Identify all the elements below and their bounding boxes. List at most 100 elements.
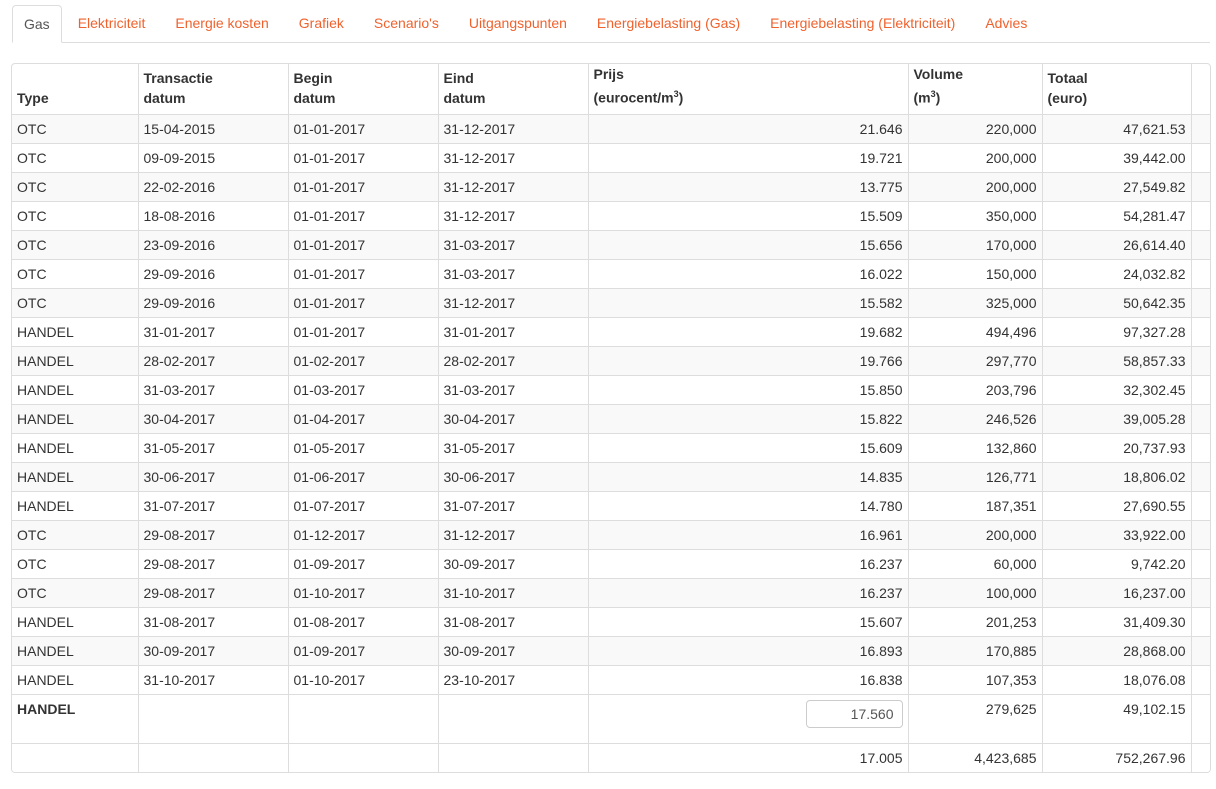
cell: 31-07-2017 [138, 490, 289, 521]
cell: 107,353 [908, 664, 1043, 695]
cell: 31-08-2017 [438, 606, 589, 637]
spacer-cell [1191, 142, 1210, 173]
cell: 14.835 [588, 461, 909, 492]
handel-summary-row: HANDEL 17.560 279,625 49,102.15 [12, 693, 1210, 744]
cell: HANDEL [12, 664, 139, 695]
column-header: Transactie datum [138, 64, 289, 115]
cell: 29-08-2017 [138, 577, 289, 608]
cell: 31,409.30 [1042, 606, 1192, 637]
tab-energiebelasting-elektriciteit-[interactable]: Energiebelasting (Elektriciteit) [770, 15, 956, 31]
column-header: Prijs (eurocent/m3) [588, 64, 909, 115]
cell: 297,770 [908, 345, 1043, 376]
table-row: OTC 29-09-2016 01-01-2017 31-12-2017 15.582 3… [12, 287, 1210, 318]
cell: 279,625 [908, 693, 1043, 744]
tab-energie-kosten[interactable]: Energie kosten [175, 15, 269, 31]
spacer-cell [1191, 316, 1210, 347]
table-row: OTC 29-08-2017 01-12-2017 31-12-2017 16.961 2… [12, 519, 1210, 550]
column-header: Volume (m3) [908, 64, 1043, 115]
cell: 01-08-2017 [288, 606, 439, 637]
tab-gas[interactable]: Gas [12, 5, 62, 43]
cell: 32,302.45 [1042, 374, 1192, 405]
cell: HANDEL [12, 693, 139, 744]
cell: 19.721 [588, 142, 909, 173]
cell: OTC [12, 142, 139, 173]
cell: 27,549.82 [1042, 171, 1192, 202]
cell: 01-12-2017 [288, 519, 439, 550]
cell: OTC [12, 113, 139, 144]
cell: 20,737.93 [1042, 432, 1192, 463]
table-row: OTC 09-09-2015 01-01-2017 31-12-2017 19.721 2… [12, 142, 1210, 173]
column-header: Totaal (euro) [1042, 64, 1192, 115]
spacer-cell [1191, 287, 1210, 318]
spacer-cell [1191, 519, 1210, 550]
spacer-cell [1191, 490, 1210, 521]
header-line2: (m [913, 89, 931, 106]
table-row: OTC 22-02-2016 01-01-2017 31-12-2017 13.775 2… [12, 171, 1210, 202]
tab-elektriciteit[interactable]: Elektriciteit [77, 15, 146, 31]
header-line2: Type [17, 89, 49, 106]
cell: 19.766 [588, 345, 909, 376]
header-line2: (euro) [1047, 89, 1088, 106]
column-header: Eind datum [438, 64, 589, 115]
cell: 9,742.20 [1042, 548, 1192, 579]
handel-price-input[interactable]: 17.560 [805, 699, 903, 728]
cell: 15.850 [588, 374, 909, 405]
cell: 01-01-2017 [288, 229, 439, 260]
cell: 170,000 [908, 229, 1043, 260]
cell: 29-08-2017 [138, 548, 289, 579]
spacer-cell [1191, 635, 1210, 666]
spacer-cell [1191, 113, 1210, 144]
spacer-cell [1191, 171, 1210, 202]
tab-uitgangspunten[interactable]: Uitgangspunten [468, 15, 567, 31]
cell: 31-12-2017 [438, 171, 589, 202]
header-line1: Prijs [593, 66, 624, 82]
table-row: OTC 15-04-2015 01-01-2017 31-12-2017 21.646 2… [12, 113, 1210, 144]
cell: 29-08-2017 [138, 519, 289, 550]
header-line1: Eind [443, 69, 474, 86]
cell: 47,621.53 [1042, 113, 1192, 144]
cell: 200,000 [908, 142, 1043, 173]
header-line1: Begin [293, 69, 333, 86]
total-volume: 4,423,685 [908, 742, 1043, 773]
cell: 31-01-2017 [438, 316, 589, 347]
cell: 132,860 [908, 432, 1043, 463]
tab-scenario-s[interactable]: Scenario's [373, 15, 439, 31]
cell: HANDEL [12, 345, 139, 376]
cell: OTC [12, 229, 139, 260]
cell: HANDEL [12, 432, 139, 463]
tab-advies[interactable]: Advies [985, 15, 1028, 31]
spacer-cell [1191, 403, 1210, 434]
spacer-header [1191, 64, 1210, 114]
cell: 28-02-2017 [438, 345, 589, 376]
cell: 28,868.00 [1042, 635, 1192, 666]
cell: 126,771 [908, 461, 1043, 492]
table-row: OTC 23-09-2016 01-01-2017 31-03-2017 15.656 1… [12, 229, 1210, 260]
cell: 14.780 [588, 490, 909, 521]
cell: 01-04-2017 [288, 403, 439, 434]
spacer-cell [1191, 200, 1210, 231]
cell: 58,857.33 [1042, 345, 1192, 376]
header-line2: datum [143, 89, 186, 106]
cell: 23-09-2016 [138, 229, 289, 260]
cell: HANDEL [12, 490, 139, 521]
spacer-cell [1191, 548, 1210, 579]
header-end: ) [678, 89, 684, 106]
table-row: OTC 29-09-2016 01-01-2017 31-03-2017 16.022 1… [12, 258, 1210, 289]
cell: OTC [12, 200, 139, 231]
cell: HANDEL [12, 461, 139, 492]
table-row: HANDEL 31-05-2017 01-05-2017 31-05-2017 15.6… [12, 432, 1210, 463]
cell: 31-12-2017 [438, 113, 589, 144]
cell: 33,922.00 [1042, 519, 1192, 550]
cell: 200,000 [908, 519, 1043, 550]
cell: 39,005.28 [1042, 403, 1192, 434]
cell: 150,000 [908, 258, 1043, 289]
tab-grafiek[interactable]: Grafiek [298, 15, 344, 31]
tab-energiebelasting-gas-[interactable]: Energiebelasting (Gas) [596, 15, 741, 31]
cell: 01-01-2017 [288, 171, 439, 202]
spacer-cell [1191, 345, 1210, 376]
cell: 01-09-2017 [288, 635, 439, 666]
table-row: HANDEL 31-07-2017 01-07-2017 31-07-2017 14.7… [12, 490, 1210, 521]
cell: 31-10-2017 [438, 577, 589, 608]
cell: OTC [12, 171, 139, 202]
cell: HANDEL [12, 316, 139, 347]
